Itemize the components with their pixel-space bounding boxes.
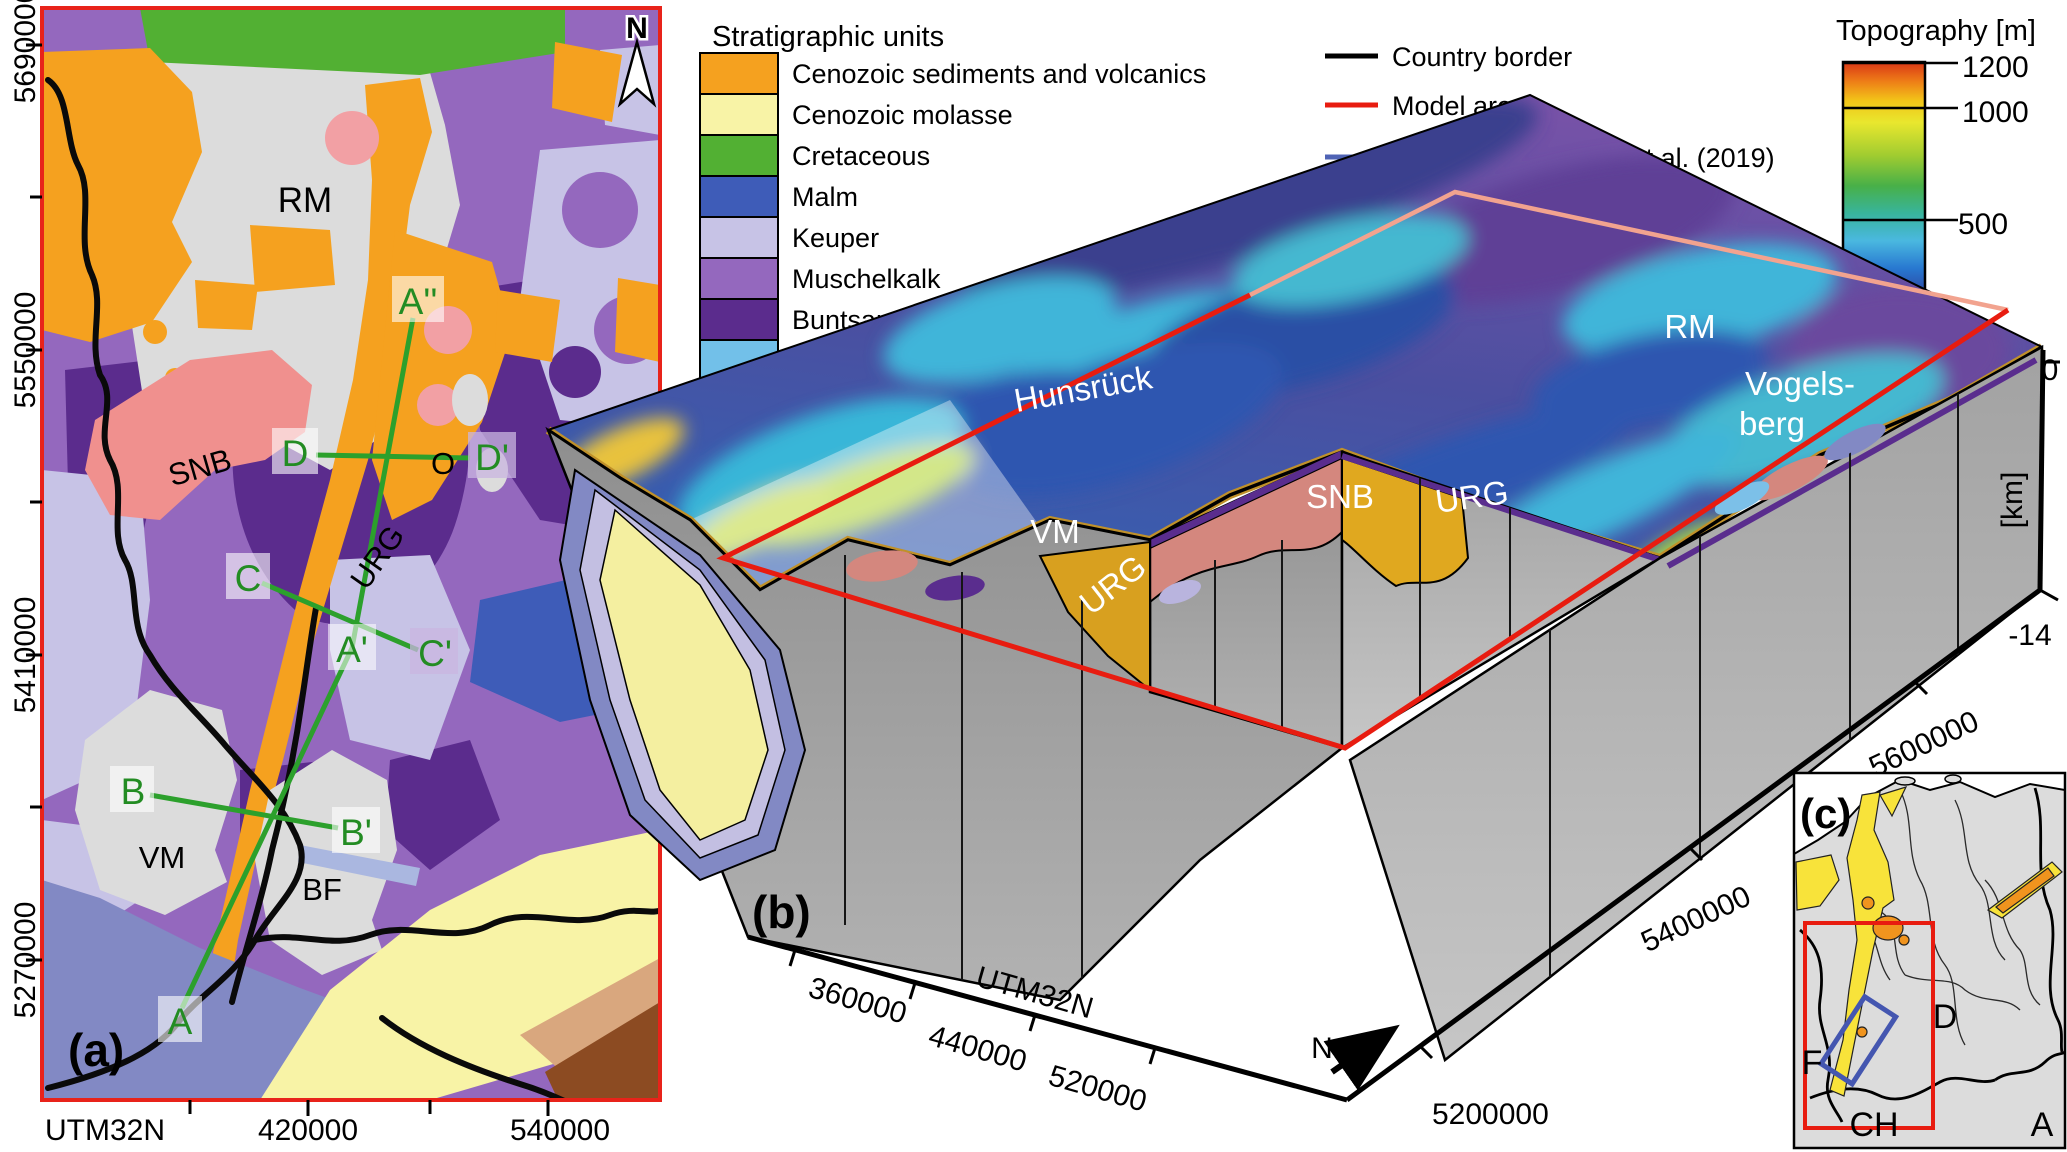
panel-b-ztick-14: -14 bbox=[2008, 619, 2051, 652]
panel-a-xaxis-title: UTM32N bbox=[45, 1114, 165, 1147]
colorbar-tick-1000: 1000 bbox=[1962, 96, 2029, 129]
panel-b-xtick-440000: 440000 bbox=[925, 1019, 1030, 1078]
legend-label: Cretaceous bbox=[792, 141, 930, 171]
colorbar-tick-1200: 1200 bbox=[1962, 51, 2029, 84]
freymark-model-overlay bbox=[690, 400, 1060, 590]
surface-back-edge bbox=[547, 93, 2043, 431]
surface-label-vogels: Vogels- bbox=[1745, 365, 1855, 402]
panel-a-ytick-5550000: 5550000 bbox=[9, 292, 42, 409]
profile-labels: A'' D D' C A' C' B B' A bbox=[110, 276, 516, 1042]
colorbar-title: Topography [m] bbox=[1836, 15, 2036, 47]
legend-swatch bbox=[699, 298, 779, 341]
surface-label-berg: berg bbox=[1739, 405, 1805, 442]
panel-a-tag: (a) bbox=[68, 1024, 124, 1076]
legend-swatch bbox=[699, 134, 779, 177]
north-arrow-map: N bbox=[617, 10, 657, 108]
front-right-face bbox=[1348, 344, 2044, 1063]
legend-label: Keuper bbox=[792, 223, 879, 253]
north-label-3d: N bbox=[1311, 1032, 1333, 1065]
urg-fill-front-face bbox=[1038, 540, 1151, 693]
panel-b-xtick-520000: 520000 bbox=[1045, 1059, 1150, 1118]
basin-molasse-fill bbox=[599, 508, 769, 841]
profile-label-b1: B' bbox=[340, 812, 372, 853]
panel-b-xtick-360000: 360000 bbox=[805, 971, 910, 1030]
north-label-map: N bbox=[626, 12, 648, 45]
panel-c-tag: (c) bbox=[1800, 790, 1851, 837]
legend-label: Muschelkalk bbox=[792, 264, 941, 294]
panel-b-ztick-0: 0 bbox=[2042, 354, 2059, 387]
legend-swatch bbox=[699, 52, 779, 95]
legend-swatch bbox=[699, 257, 779, 300]
inset-border bbox=[1792, 771, 2067, 1150]
panel-a-ytick-5410000: 5410000 bbox=[9, 597, 42, 714]
profile-label-c: C bbox=[235, 558, 262, 599]
model-area-outline-3d bbox=[716, 189, 2010, 751]
region-label-vm: VM bbox=[139, 840, 186, 875]
profile-label-a2: A'' bbox=[399, 281, 438, 322]
panel-b-3d-model: 360000 440000 520000 UTM32N 5200000 5400… bbox=[545, 93, 2060, 1131]
panel-a-ytick-5270000: 5270000 bbox=[9, 902, 42, 1019]
panel-c-inset-map: (c) D F CH A bbox=[1792, 771, 2067, 1150]
inset-model-area-rect bbox=[1803, 921, 1935, 1130]
panel-a-ytick-5690000: 5690000 bbox=[9, 0, 42, 103]
colorbar-tick-500: 500 bbox=[1958, 208, 2008, 241]
cross-section-face-front-left bbox=[545, 426, 1345, 1002]
panel-a-geological-map: RM SNB URG O VM BF A'' D D' C A' C' B B'… bbox=[9, 0, 662, 1147]
cross-section-face-left-notch bbox=[1148, 450, 1344, 750]
legend-swatch bbox=[699, 175, 779, 218]
panel-b-tag: (b) bbox=[752, 886, 811, 938]
profile-label-d: D bbox=[282, 433, 309, 474]
profile-label-b: B bbox=[121, 771, 146, 812]
inset-content bbox=[1794, 773, 2065, 1130]
legend-swatch bbox=[699, 216, 779, 259]
surface-label-rm: RM bbox=[1664, 308, 1715, 345]
cross-section-face-right-notch bbox=[1340, 450, 1663, 751]
surface-label-snb: SNB bbox=[1306, 478, 1374, 515]
inset-label-a: A bbox=[2031, 1106, 2054, 1144]
panel-b-ytick-5200000: 5200000 bbox=[1432, 1098, 1549, 1131]
legend-label: Cenozoic sediments and volcanics bbox=[792, 59, 1206, 89]
panel-b-zaxis-title: [km] bbox=[1996, 472, 2029, 529]
legend-label: Cenozoic molasse bbox=[792, 100, 1013, 130]
inset-label-ch: CH bbox=[1849, 1106, 1898, 1144]
profile-label-a1: A' bbox=[336, 629, 368, 670]
profile-label-c1: C' bbox=[418, 633, 452, 674]
legend-swatch bbox=[699, 93, 779, 136]
profile-label-d1: D' bbox=[475, 437, 509, 478]
legend-title: Stratigraphic units bbox=[712, 21, 944, 53]
panel-a-axis-ticks bbox=[26, 43, 550, 1116]
inset-label-d: D bbox=[1933, 998, 1958, 1036]
inset-label-f: F bbox=[1802, 1044, 1823, 1082]
line-legend-label: Country border bbox=[1392, 42, 1572, 72]
surface-label-vm: VM bbox=[1030, 513, 1080, 550]
region-label-o: O bbox=[431, 446, 455, 481]
topography-surface bbox=[545, 93, 2044, 595]
north-arrow-3d: N bbox=[1311, 1024, 1400, 1091]
region-label-bf: BF bbox=[302, 872, 342, 907]
panel-a-xtick-420000: 420000 bbox=[258, 1114, 358, 1147]
legend-label: Malm bbox=[792, 182, 858, 212]
region-label-rm: RM bbox=[278, 181, 332, 220]
inset-freymark-rect bbox=[1817, 993, 1900, 1088]
panel-a-map-polygons bbox=[42, 8, 660, 1100]
panel-a-xtick-540000: 540000 bbox=[510, 1114, 610, 1147]
profile-label-a: A bbox=[168, 1001, 193, 1042]
